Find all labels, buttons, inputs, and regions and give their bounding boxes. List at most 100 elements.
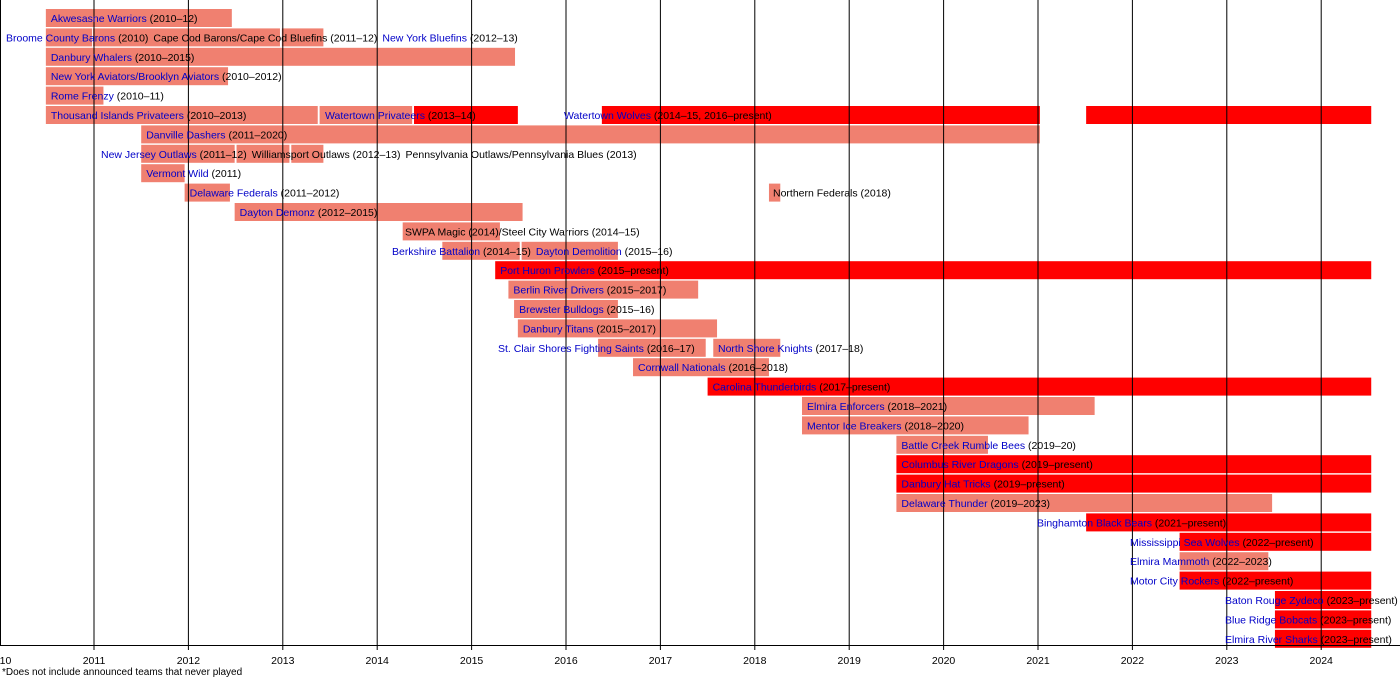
team-years: (2010–2012) [222, 71, 282, 83]
team-label[interactable]: Vermont Wild (2011) [146, 168, 241, 180]
team-label[interactable]: New York Aviators/Brooklyn Aviators (201… [51, 71, 282, 83]
team-name-link[interactable]: Danbury Titans [523, 323, 597, 335]
team-name-link[interactable]: Berlin River Drivers [513, 285, 606, 297]
team-name-link[interactable]: Danville Dashers [146, 129, 228, 141]
team-name-link[interactable]: Motor City Rockers [1130, 576, 1222, 588]
team-years: (2021–present) [1155, 517, 1226, 529]
team-name-link[interactable]: St. Clair Shores Fighting Saints [498, 343, 647, 355]
team-bar [1179, 571, 1372, 590]
team-label[interactable]: Delaware Thunder (2019–2023) [901, 498, 1050, 510]
x-tick-label: 2010 [0, 655, 11, 667]
team-label[interactable]: Watertown Privateers (2013–14) [325, 110, 476, 122]
team-name-link[interactable]: Battle Creek Rumble Bees [901, 440, 1028, 452]
team-label[interactable]: Thousand Islands Privateers (2010–2013) [51, 110, 247, 122]
team-name-link[interactable]: Watertown Wolves [564, 110, 654, 122]
team-bar [236, 144, 290, 163]
team-label[interactable]: Binghamton Black Bears (2021–present) [1037, 517, 1226, 529]
team-bar [234, 203, 523, 221]
team-name-link[interactable]: Danbury Whalers [51, 52, 135, 64]
team-label[interactable]: Motor City Rockers (2022–present) [1130, 576, 1293, 588]
team-years: (2012–13) [470, 32, 518, 44]
team-name-link[interactable]: Port Huron Prowlers [500, 265, 597, 277]
team-label[interactable]: Broome County Barons (2010) [6, 32, 148, 44]
team-years: (2015–16) [607, 304, 655, 316]
team-years: (2017–present) [819, 382, 890, 394]
team-label[interactable]: Elmira River Sharks (2023–present) [1225, 634, 1392, 646]
team-label[interactable]: Akwesasne Warriors (2010–12) [51, 13, 198, 25]
team-name-link[interactable]: New York Bluefins [382, 32, 470, 44]
team-label[interactable]: Danbury Titans (2015–2017) [523, 323, 656, 335]
team-name-link[interactable]: Elmira Mammoth [1130, 556, 1212, 568]
team-label[interactable]: New Jersey Outlaws (2011–12) [101, 149, 247, 161]
team-name-link[interactable]: Carolina Thunderbirds [713, 382, 820, 394]
team-label[interactable]: Columbus River Dragons (2019–present) [901, 459, 1092, 471]
team-years: (2022–present) [1222, 576, 1293, 588]
team-name-link[interactable]: Mississippi Sea Wolves [1130, 537, 1242, 549]
team-years: (2011) [212, 168, 242, 180]
team-name-link[interactable]: Akwesasne Warriors [51, 13, 150, 25]
team-label[interactable]: Danbury Hat Tricks (2019–present) [901, 479, 1064, 491]
team-label[interactable]: Watertown Wolves (2014–15, 2016–present) [564, 110, 772, 122]
team-bar [141, 125, 1040, 144]
team-label[interactable]: Baton Rouge Zydeco (2023–present) [1225, 595, 1398, 607]
team-label[interactable]: North Shore Knights (2017–18) [718, 343, 863, 355]
team-name-link[interactable]: Cornwall Nationals [638, 362, 728, 374]
team-years: (2011–12) [200, 149, 247, 161]
team-name-link[interactable]: New Jersey Outlaws [101, 149, 200, 161]
team-name-link[interactable]: Watertown Privateers [325, 110, 428, 122]
team-label[interactable]: Danville Dashers (2011–2020) [146, 129, 287, 141]
team-name-link[interactable]: Rome Frenzy [51, 91, 117, 103]
team-label[interactable]: Elmira Enforcers (2018–2021) [807, 401, 947, 413]
x-tick-label: 2015 [460, 655, 484, 667]
team-label[interactable]: Mississippi Sea Wolves (2022–present) [1130, 537, 1314, 549]
team-name-link[interactable]: Elmira Enforcers [807, 401, 888, 413]
x-tick-label: 2014 [366, 655, 390, 667]
team-bar [442, 241, 520, 260]
team-name-link[interactable]: Columbus River Dragons [901, 459, 1021, 471]
team-name-link[interactable]: North Shore Knights [718, 343, 815, 355]
team-name-link[interactable]: Binghamton Black Bears [1037, 517, 1155, 529]
team-name-link[interactable]: Brewster Bulldogs [519, 304, 607, 316]
team-years: (2019–present) [1022, 459, 1093, 471]
team-name-link[interactable]: Baton Rouge Zydeco [1225, 595, 1327, 607]
team-bar [896, 474, 1372, 493]
team-label[interactable]: Rome Frenzy (2010–11) [51, 91, 164, 103]
team-label[interactable]: Delaware Federals (2011–2012) [190, 188, 340, 200]
team-name-link[interactable]: Blue Ridge Bobcats [1225, 614, 1320, 626]
team-years: (2010) [118, 32, 148, 44]
team-label[interactable]: New York Bluefins (2012–13) [382, 32, 517, 44]
team-name-link[interactable]: Dayton Demolition [536, 246, 625, 258]
team-label[interactable]: Battle Creek Rumble Bees (2019–20) [901, 440, 1076, 452]
team-label[interactable]: Danbury Whalers (2010–2015) [51, 52, 195, 64]
team-years: Pennsylvania Outlaws/Pennsylvania Blues … [406, 149, 637, 161]
team-name-link[interactable]: Danbury Hat Tricks [901, 479, 993, 491]
team-name-link[interactable]: Thousand Islands Privateers [51, 110, 187, 122]
team-label[interactable]: Dayton Demolition (2015–16) [536, 246, 673, 258]
team-years: (2013–14) [428, 110, 476, 122]
team-name-link[interactable]: New York Aviators/Brooklyn Aviators [51, 71, 222, 83]
team-label[interactable]: Cornwall Nationals (2016–2018) [638, 362, 788, 374]
team-label[interactable]: Port Huron Prowlers (2015–present) [500, 265, 669, 277]
team-label[interactable]: Dayton Demonz (2012–2015) [240, 207, 378, 219]
team-label[interactable]: Blue Ridge Bobcats (2023–present) [1225, 614, 1391, 626]
team-label[interactable]: Mentor Ice Breakers (2018–2020) [807, 420, 964, 432]
team-name-link[interactable]: Mentor Ice Breakers [807, 420, 904, 432]
team-label[interactable]: Berlin River Drivers (2015–2017) [513, 285, 666, 297]
team-name-link[interactable]: Vermont Wild [146, 168, 211, 180]
team-years: (2010–12) [150, 13, 198, 25]
team-years: (2015–2017) [607, 285, 667, 297]
team-label[interactable]: Brewster Bulldogs (2015–16) [519, 304, 654, 316]
team-name-link[interactable]: Broome County Barons [6, 32, 118, 44]
team-years: (2023–present) [1327, 595, 1398, 607]
team-name-link[interactable]: Elmira River Sharks [1225, 634, 1321, 646]
team-name-link[interactable]: Delaware Thunder [901, 498, 990, 510]
team-name-link[interactable]: Dayton Demonz [240, 207, 318, 219]
team-years: (2016–17) [647, 343, 695, 355]
team-label[interactable]: St. Clair Shores Fighting Saints (2016–1… [498, 343, 695, 355]
team-bar [495, 261, 1372, 280]
team-name-link[interactable]: Berkshire Battalion [392, 246, 483, 258]
team-label[interactable]: Berkshire Battalion (2014–15) [392, 246, 531, 258]
team-label[interactable]: Carolina Thunderbirds (2017–present) [713, 382, 891, 394]
team-name-link[interactable]: Delaware Federals [190, 188, 281, 200]
team-label[interactable]: Elmira Mammoth (2022–2023) [1130, 556, 1272, 568]
